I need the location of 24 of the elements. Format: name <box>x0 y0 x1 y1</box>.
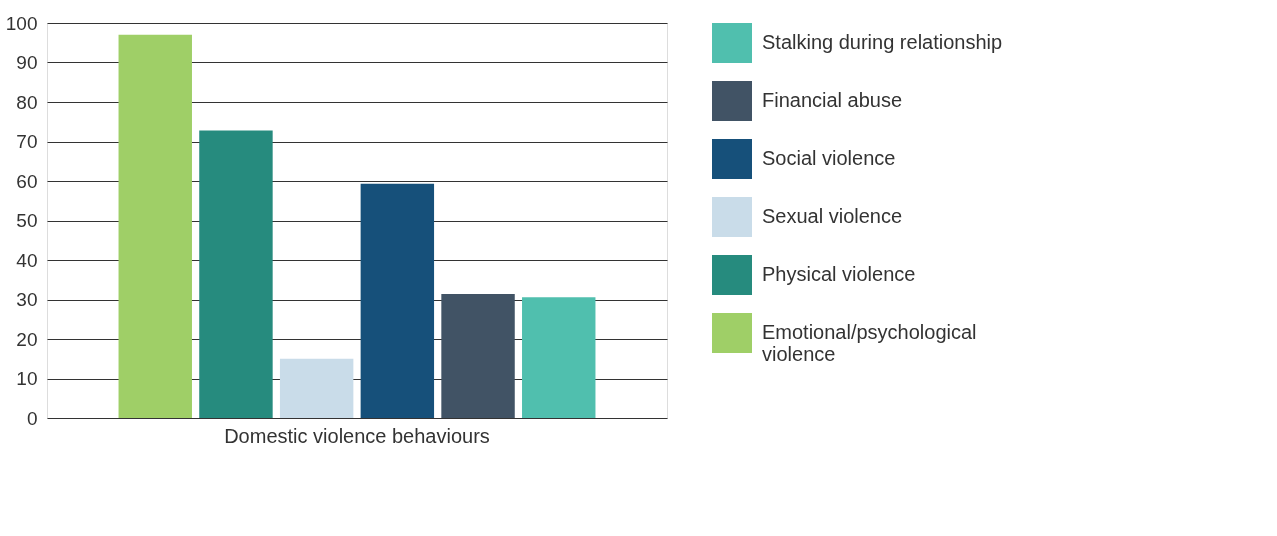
legend-label: Financial abuse <box>762 89 903 111</box>
y-tick-label: 80 <box>16 91 38 113</box>
legend-label: Stalking during relationship <box>762 31 1003 53</box>
bar <box>522 297 596 418</box>
legend-label: Physical violence <box>762 263 916 285</box>
y-tick-label: 20 <box>16 328 38 350</box>
x-tick-label: Domestic violence behaviours <box>224 424 490 447</box>
y-tick-label: 50 <box>16 210 38 231</box>
legend-label: Social violence <box>762 147 896 169</box>
y-tick-label: 100 <box>5 12 38 34</box>
y-tick-label: 90 <box>16 52 38 73</box>
legend-label: Sexual violence <box>762 205 903 227</box>
bar <box>199 130 273 418</box>
y-tick-label: 70 <box>16 131 38 152</box>
y-tick-label: 0 <box>26 407 38 429</box>
bar <box>441 293 515 418</box>
y-tick-label: 60 <box>16 170 38 192</box>
y-tick-label: 30 <box>16 289 38 310</box>
y-tick-label: 40 <box>16 249 38 271</box>
bar <box>279 358 354 418</box>
bar <box>118 34 192 418</box>
y-tick-label: 10 <box>16 368 38 389</box>
legend-label: Emotional/psychological violence <box>762 321 977 365</box>
bar <box>360 183 435 418</box>
